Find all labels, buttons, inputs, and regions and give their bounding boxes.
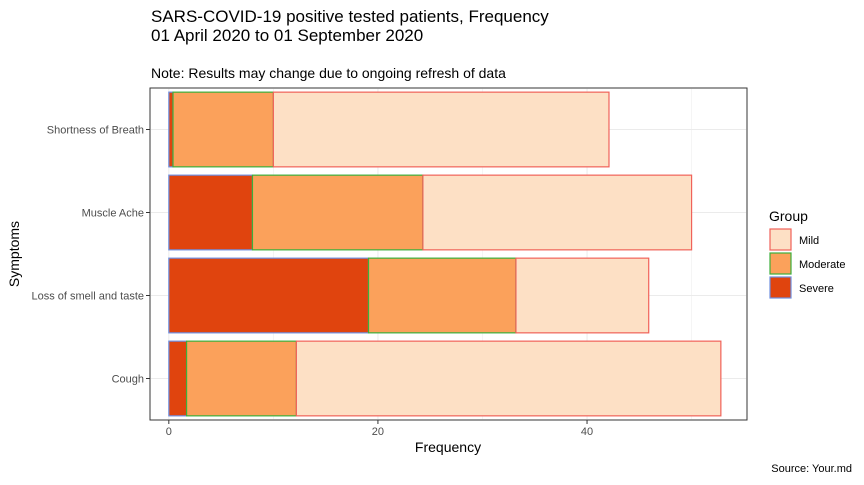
bar-mild bbox=[422, 174, 693, 251]
y-tick-label: Shortness of Breath bbox=[47, 125, 144, 137]
chart-title-line-2: 01 April 2020 to 01 September 2020 bbox=[151, 26, 423, 45]
chart-title-line-1: SARS-COVID-19 positive tested patients, … bbox=[151, 7, 549, 26]
bar-mild bbox=[515, 257, 650, 334]
legend-key-severe bbox=[769, 276, 792, 299]
bars bbox=[168, 91, 722, 417]
bar-moderate bbox=[367, 257, 517, 334]
x-tick-label: 20 bbox=[372, 426, 384, 438]
plot-border bbox=[149, 87, 748, 421]
legend-label-moderate: Moderate bbox=[799, 259, 845, 271]
bar-moderate bbox=[251, 174, 424, 251]
chart-caption: Source: Your.md bbox=[771, 463, 852, 475]
y-tick-label: Loss of smell and taste bbox=[31, 291, 144, 303]
bar-mild bbox=[295, 340, 722, 417]
bar-severe bbox=[168, 340, 188, 417]
bar-moderate bbox=[185, 340, 297, 417]
x-axis-title: Frequency bbox=[415, 439, 481, 455]
bar-severe bbox=[168, 91, 174, 168]
x-axis: 0 20 40 bbox=[166, 420, 593, 438]
bar-severe bbox=[168, 257, 370, 334]
legend-key-mild bbox=[769, 228, 792, 251]
legend-label-severe: Severe bbox=[799, 283, 834, 295]
legend-title: Group bbox=[769, 208, 808, 224]
y-tick-label: Cough bbox=[112, 374, 144, 386]
legend-key-moderate bbox=[769, 252, 792, 275]
legend-label-mild: Mild bbox=[799, 235, 819, 247]
bar-severe bbox=[168, 174, 254, 251]
bar-moderate bbox=[172, 91, 274, 168]
x-tick-label: 0 bbox=[166, 426, 172, 438]
y-axis: Shortness of Breath Muscle Ache Loss of sm… bbox=[31, 125, 150, 386]
bar-mild bbox=[272, 91, 610, 168]
y-axis-title: Symptoms bbox=[6, 221, 22, 287]
legend: Group Mild Moderate Severe bbox=[769, 208, 845, 299]
y-tick-label: Muscle Ache bbox=[82, 208, 144, 220]
chart-subtitle: Note: Results may change due to ongoing … bbox=[151, 65, 506, 81]
x-tick-label: 40 bbox=[581, 426, 593, 438]
